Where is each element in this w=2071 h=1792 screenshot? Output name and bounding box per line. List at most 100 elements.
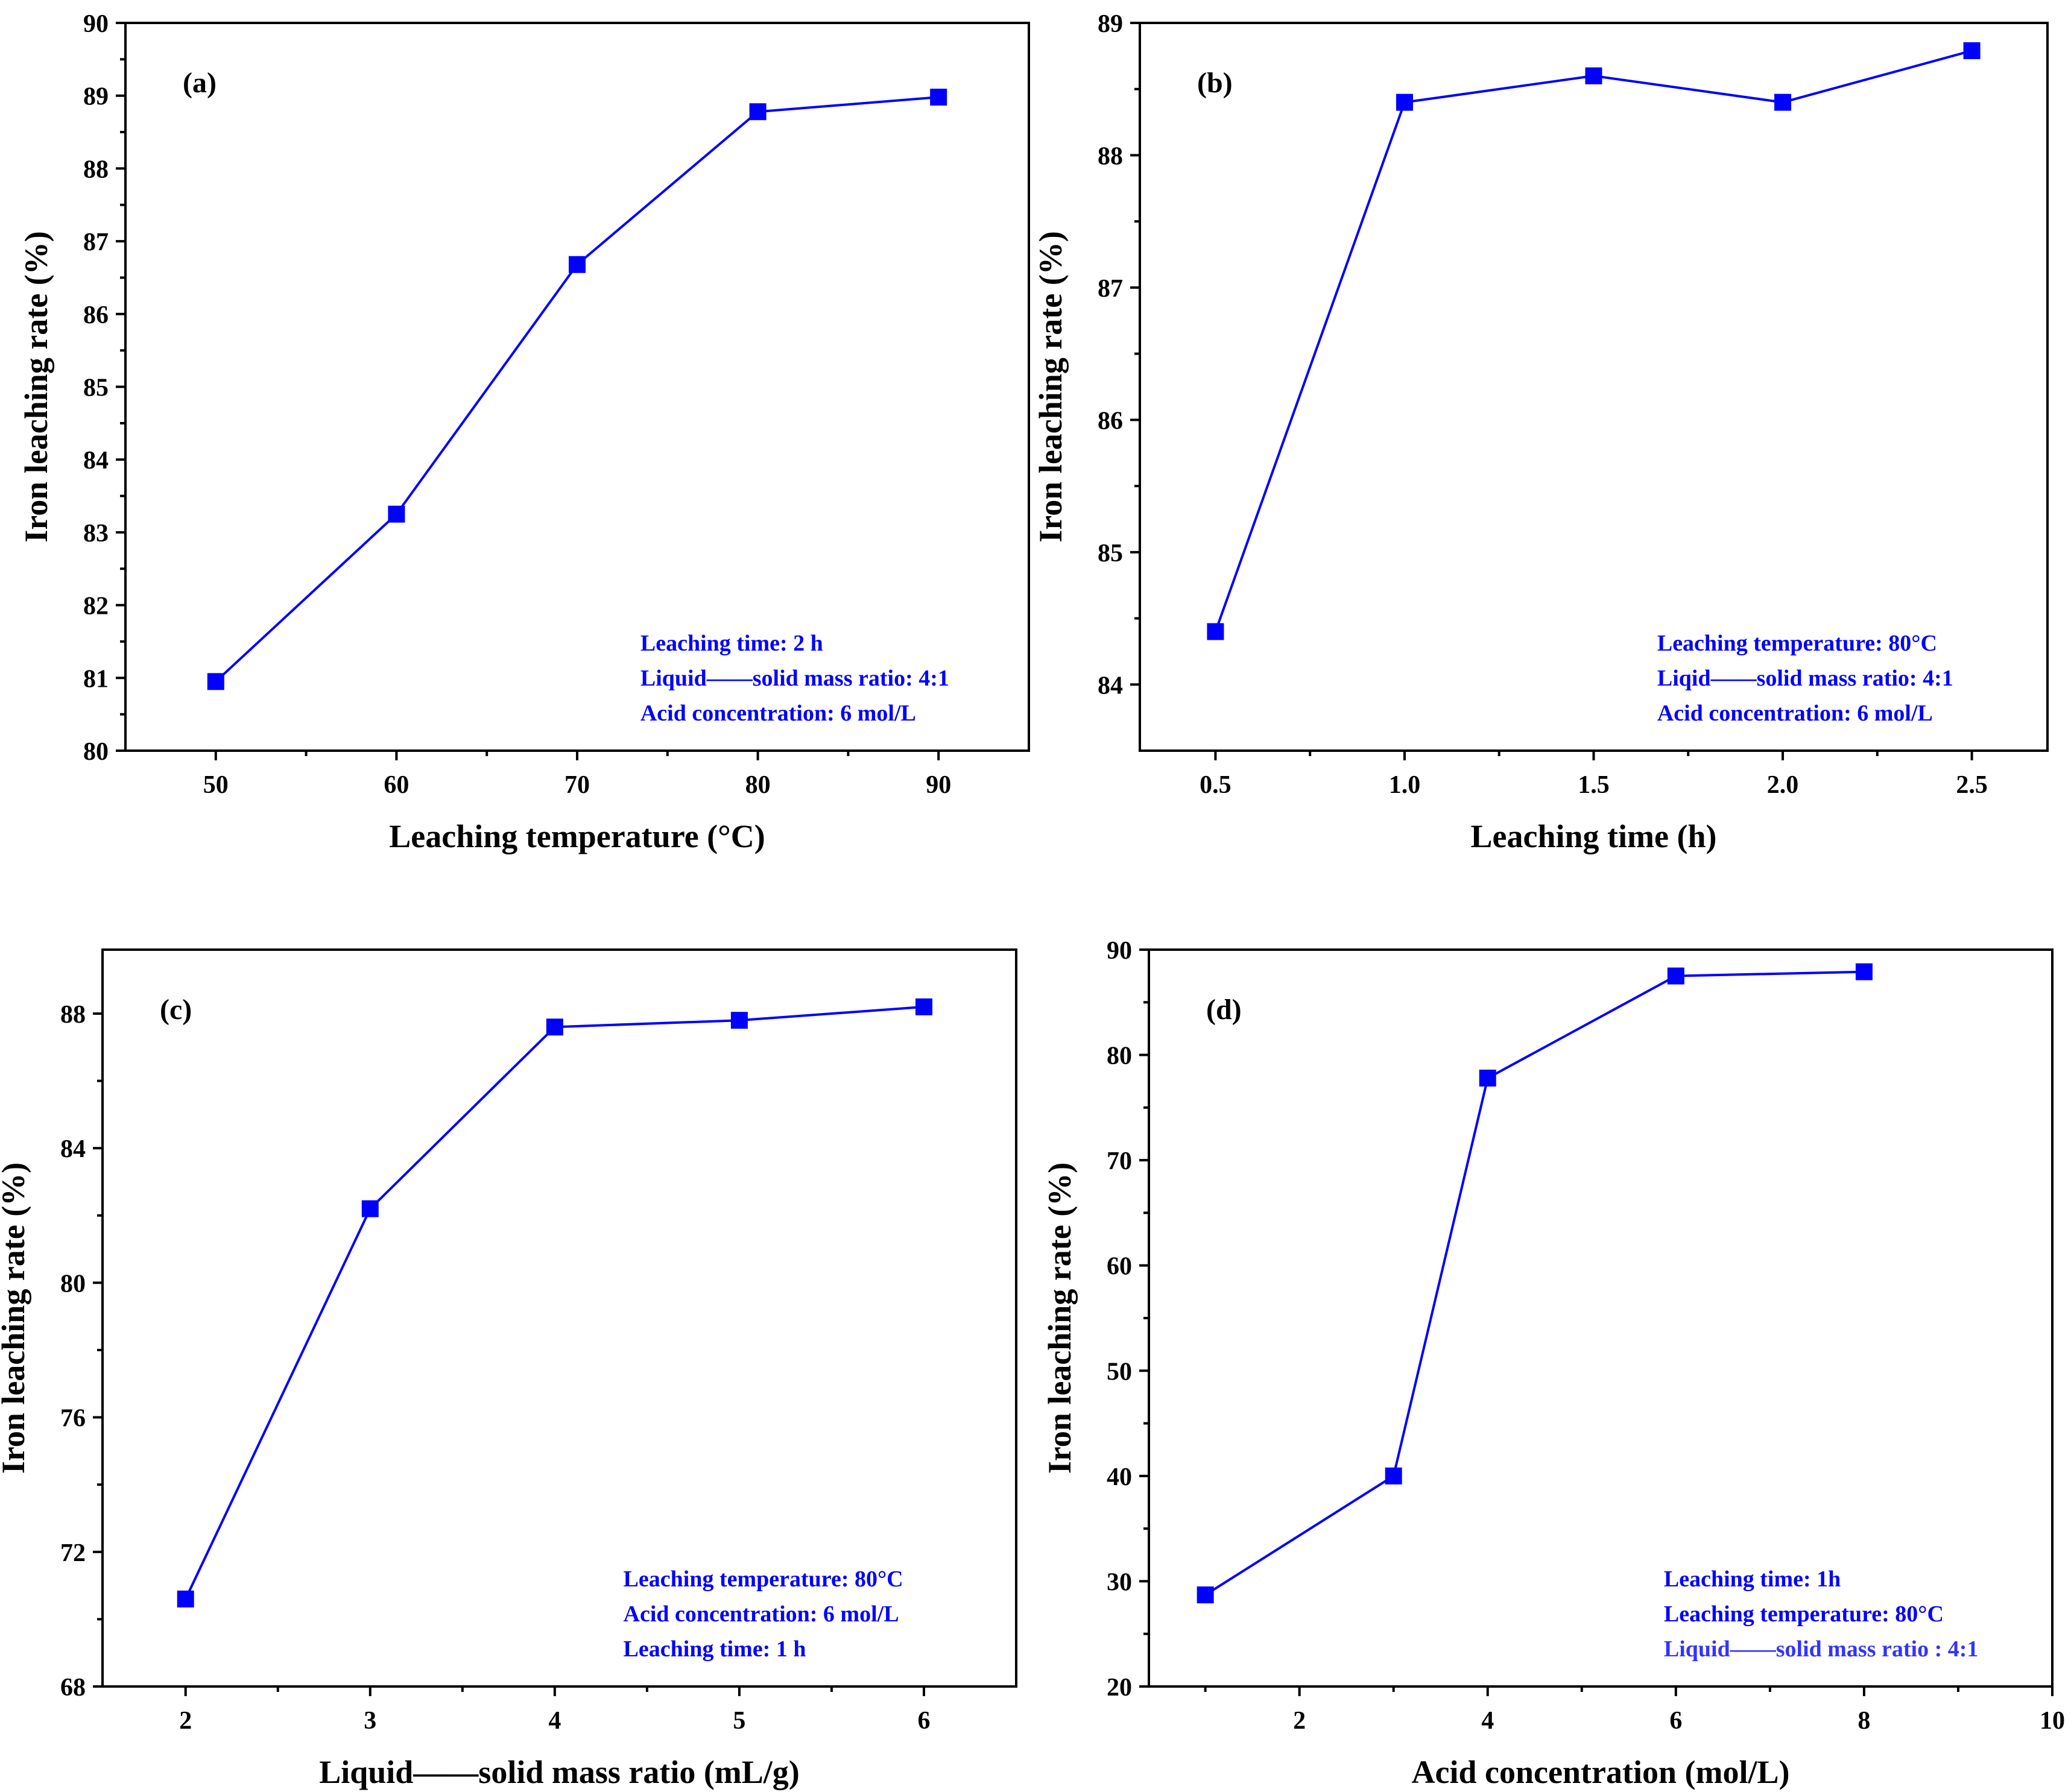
data-point-marker bbox=[915, 998, 932, 1015]
data-point-marker bbox=[1855, 963, 1873, 980]
condition-note: Acid concentration: 6 mol/L bbox=[640, 701, 916, 726]
data-point-marker bbox=[1197, 1586, 1214, 1604]
y-axis-title: Iron leaching rate (%) bbox=[18, 231, 54, 542]
x-tick-label: 4 bbox=[548, 1707, 561, 1735]
series-line bbox=[1204, 970, 1864, 1596]
y-axis-title: Iron leaching rate (%) bbox=[1042, 1163, 1078, 1474]
x-tick-label: 50 bbox=[203, 771, 229, 799]
y-tick-label: 80 bbox=[1107, 1043, 1132, 1070]
y-tick-label: 82 bbox=[83, 593, 109, 620]
y-axis-title: Iron leaching rate (%) bbox=[0, 1163, 31, 1474]
y-tick-label: 20 bbox=[1107, 1674, 1132, 1702]
condition-note: Leaching temperature: 80°C bbox=[1664, 1601, 1944, 1627]
y-tick-label: 85 bbox=[83, 374, 109, 402]
x-tick-label: 1.0 bbox=[1389, 771, 1421, 799]
x-axis-title: Leaching time (h) bbox=[1471, 818, 1717, 854]
y-tick-label: 86 bbox=[1098, 407, 1123, 435]
x-tick-label: 4 bbox=[1481, 1707, 1494, 1735]
x-tick-label: 2 bbox=[1293, 1707, 1306, 1735]
data-point-marker bbox=[1667, 967, 1684, 985]
panel-d: 2 4 6 8 10 20 30 40 50 60 70 80 90 Acid concentration… bbox=[1042, 937, 2065, 1790]
plot-frame bbox=[1148, 948, 2054, 1688]
x-axis-title: Liquid——solid mass ratio (mL/g) bbox=[319, 1754, 800, 1790]
y-tick-label: 50 bbox=[1107, 1358, 1132, 1386]
condition-note: Acid concentration: 6 mol/L bbox=[624, 1601, 899, 1627]
data-point-marker bbox=[546, 1018, 563, 1036]
panel-label: (a) bbox=[183, 67, 217, 99]
y-tick-label: 83 bbox=[83, 520, 109, 547]
panel-label: (c) bbox=[160, 994, 192, 1026]
data-point-marker bbox=[207, 673, 224, 690]
y-axis-title: Iron leaching rate (%) bbox=[1032, 231, 1069, 542]
panel-a: 50 60 70 80 90 80 81 82 83 84 85 86 87 88 89 90 Leaching… bbox=[18, 10, 1030, 854]
y-tick-label: 88 bbox=[60, 1001, 86, 1029]
x-tick-label: 1.5 bbox=[1578, 771, 1610, 799]
y-tick-label: 84 bbox=[1098, 672, 1123, 699]
data-point-marker bbox=[730, 1012, 748, 1029]
y-tick-label: 81 bbox=[83, 665, 109, 693]
x-tick-label: 6 bbox=[1669, 1707, 1682, 1735]
data-point-marker bbox=[177, 1590, 194, 1607]
series-line bbox=[1214, 49, 1973, 633]
x-tick-label: 8 bbox=[1858, 1707, 1870, 1735]
data-point-marker bbox=[1396, 93, 1413, 111]
x-tick-label: 80 bbox=[745, 771, 771, 799]
panel-label: (b) bbox=[1197, 67, 1233, 99]
plot-frame bbox=[124, 22, 1030, 752]
y-tick-label: 90 bbox=[1107, 937, 1132, 965]
x-tick-label: 2 bbox=[179, 1707, 192, 1735]
y-tick-label: 86 bbox=[83, 301, 109, 329]
y-tick-label: 84 bbox=[60, 1135, 86, 1163]
data-point-marker bbox=[1479, 1069, 1496, 1087]
x-tick-label: 60 bbox=[384, 771, 409, 799]
series-line bbox=[215, 96, 939, 683]
x-axis-title: Leaching temperature (°C) bbox=[389, 818, 765, 854]
y-tick-label: 68 bbox=[60, 1674, 86, 1702]
condition-note: Leaching temperature: 80°C bbox=[1657, 631, 1937, 656]
condition-note: Liquid——solid mass ratio: 4:1 bbox=[640, 666, 949, 691]
condition-note: Leaching time: 1h bbox=[1664, 1566, 1841, 1592]
y-tick-label: 89 bbox=[83, 83, 109, 111]
data-point-marker bbox=[1207, 623, 1224, 640]
data-point-marker bbox=[930, 89, 947, 106]
x-tick-label: 70 bbox=[564, 771, 590, 799]
x-tick-label: 3 bbox=[364, 1707, 376, 1735]
data-point-marker bbox=[1774, 93, 1792, 111]
x-tick-label: 0.5 bbox=[1200, 771, 1232, 799]
data-point-marker bbox=[1385, 1467, 1402, 1484]
panel-c: 2 3 4 5 6 68 72 76 80 84 88 Liquid——solid mass rati… bbox=[0, 948, 1017, 1790]
data-point-marker bbox=[361, 1200, 379, 1217]
y-tick-label: 89 bbox=[1098, 10, 1123, 38]
condition-note: Liquid——solid mass ratio : 4:1 bbox=[1664, 1636, 1979, 1662]
x-axis-title: Acid concentration (mol/L) bbox=[1412, 1754, 1790, 1790]
condition-note: Leaching time: 2 h bbox=[640, 631, 823, 656]
x-tick-label: 5 bbox=[733, 1707, 745, 1735]
y-tick-label: 72 bbox=[60, 1539, 86, 1567]
y-tick-label: 30 bbox=[1107, 1568, 1132, 1596]
data-point-marker bbox=[569, 256, 586, 273]
condition-note: Liqid——solid mass ratio: 4:1 bbox=[1657, 666, 1953, 691]
plot-frame bbox=[101, 948, 1017, 1688]
y-tick-label: 90 bbox=[83, 10, 109, 38]
series-line bbox=[184, 1005, 925, 1600]
data-point-marker bbox=[1963, 42, 1981, 60]
y-tick-label: 87 bbox=[1098, 275, 1123, 303]
y-tick-label: 80 bbox=[83, 738, 109, 766]
condition-note: Leaching time: 1 h bbox=[624, 1636, 806, 1662]
y-tick-label: 88 bbox=[83, 156, 109, 183]
y-tick-label: 85 bbox=[1098, 540, 1123, 567]
x-tick-label: 10 bbox=[2040, 1707, 2065, 1735]
y-tick-label: 76 bbox=[60, 1405, 86, 1433]
data-point-marker bbox=[388, 505, 405, 523]
y-tick-label: 40 bbox=[1107, 1463, 1132, 1491]
condition-note: Acid concentration: 6 mol/L bbox=[1657, 701, 1933, 726]
x-tick-label: 6 bbox=[917, 1707, 930, 1735]
x-tick-label: 90 bbox=[926, 771, 951, 799]
data-point-marker bbox=[749, 103, 767, 121]
y-tick-label: 60 bbox=[1107, 1253, 1132, 1281]
panel-label: (d) bbox=[1206, 994, 1242, 1026]
y-tick-label: 88 bbox=[1098, 142, 1123, 170]
panel-b: 0.5 1.0 1.5 2.0 2.5 84 85 86 87 88 89 Leaching time… bbox=[1032, 10, 2049, 854]
condition-note: Leaching temperature: 80°C bbox=[624, 1566, 903, 1592]
